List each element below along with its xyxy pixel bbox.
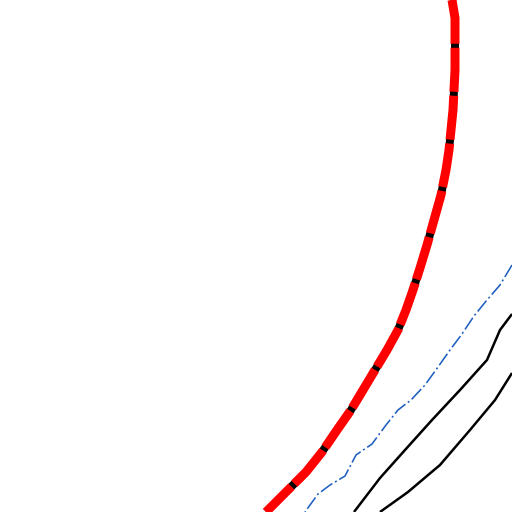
major-road <box>262 0 460 512</box>
road-line-1 <box>353 313 512 512</box>
boundary-line <box>304 264 512 512</box>
major-road-fill <box>262 0 460 512</box>
road-line-2 <box>379 372 512 512</box>
